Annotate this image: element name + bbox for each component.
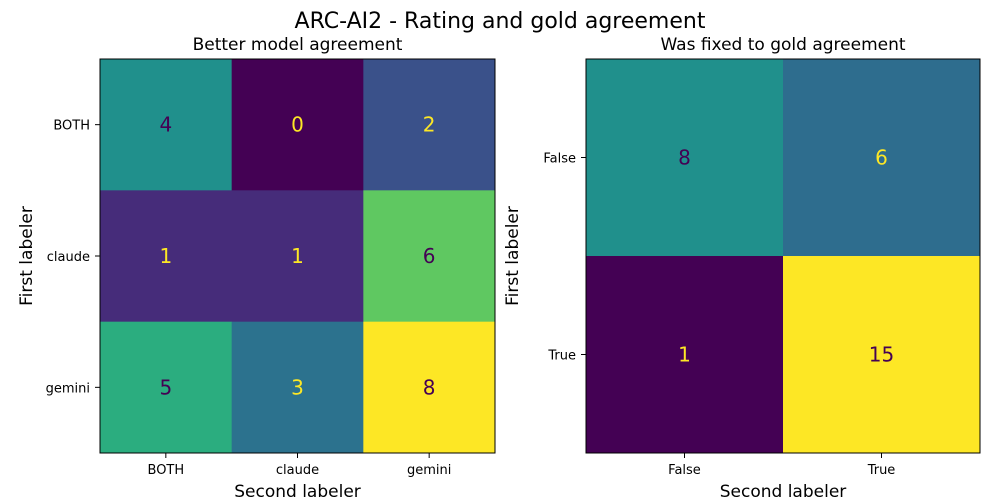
heatmap-cell [783,256,981,454]
heatmap-cell [586,256,784,454]
y-axis-label: First labeler [17,206,37,306]
y-tick-label: BOTH [53,119,90,134]
cell-value-label: 1 [678,343,691,367]
axes-title: Better model agreement [193,35,403,55]
heatmap-cell [100,190,233,323]
cell-value-label: 0 [291,113,304,137]
cell-value-label: 1 [159,244,172,268]
axes-frame [585,58,981,454]
heatmap-better-model-agreement: 4 0 2 1 1 6 5 3 8 BOTH claude gemini BOTH claude gemin… [17,35,496,500]
heatmap-fixed-to-gold-agreement: 8 6 1 15 False True False True Was fixed to gold… [503,35,981,500]
x-axis-label: Second labeler [720,482,847,500]
cell-value-label: 8 [678,146,691,170]
y-tick-label: claude [47,250,90,265]
heatmap-cell [363,59,496,191]
cell-value-label: 6 [875,146,888,170]
cell-value-label: 15 [869,343,894,367]
cell-value-label: 3 [291,375,304,399]
y-tick-label: gemini [46,381,90,396]
cell-value-label: 4 [159,113,172,137]
heatmap-cell [231,190,364,323]
cell-value-label: 5 [159,375,172,399]
figure-title: ARC-AI2 - Rating and gold agreement [295,9,706,34]
x-tick-label: False [668,463,701,478]
heatmap-cell [586,59,784,257]
cell-value-label: 8 [423,375,436,399]
heatmap-cell [231,59,364,191]
x-tick-label: claude [276,463,319,478]
heatmap-cell [100,59,233,191]
y-tick-label: True [547,349,576,364]
cell-value-label: 1 [291,244,304,268]
heatmap-cell [363,321,496,454]
x-tick-label: gemini [407,463,451,478]
axes-title: Was fixed to gold agreement [660,35,905,55]
heatmap-cell [231,321,364,454]
y-tick-label: False [543,152,576,167]
x-axis-label: Second labeler [234,482,361,500]
x-tick-label: BOTH [148,463,185,478]
cell-value-label: 2 [423,113,436,137]
heatmap-cell [363,190,496,323]
y-axis-label: First labeler [503,206,523,306]
x-tick-label: True [867,463,896,478]
heatmap-cell [783,59,981,257]
cell-value-label: 6 [423,244,436,268]
heatmap-cell [100,321,233,454]
